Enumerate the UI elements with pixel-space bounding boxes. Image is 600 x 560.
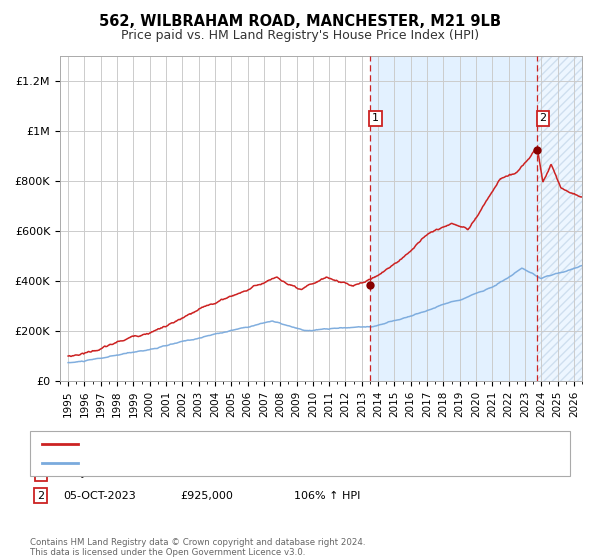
Text: 89% ↑ HPI: 89% ↑ HPI: [294, 468, 353, 478]
Text: £385,000: £385,000: [180, 468, 233, 478]
Text: 1: 1: [372, 114, 379, 123]
Text: 1: 1: [37, 468, 44, 478]
Text: £925,000: £925,000: [180, 491, 233, 501]
Text: 05-OCT-2023: 05-OCT-2023: [63, 491, 136, 501]
Text: 2: 2: [37, 491, 44, 501]
Text: 562, WILBRAHAM ROAD, MANCHESTER, M21 9LB: 562, WILBRAHAM ROAD, MANCHESTER, M21 9LB: [99, 14, 501, 29]
Text: Price paid vs. HM Land Registry's House Price Index (HPI): Price paid vs. HM Land Registry's House …: [121, 29, 479, 42]
Text: 562, WILBRAHAM ROAD, MANCHESTER, M21 9LB (detached house): 562, WILBRAHAM ROAD, MANCHESTER, M21 9LB…: [84, 439, 451, 449]
Bar: [370, 56, 537, 381]
Text: 2: 2: [539, 114, 547, 123]
Bar: [537, 56, 582, 381]
Text: Contains HM Land Registry data © Crown copyright and database right 2024.
This d: Contains HM Land Registry data © Crown c…: [30, 538, 365, 557]
Text: HPI: Average price, detached house, Manchester: HPI: Average price, detached house, Manc…: [84, 458, 350, 468]
Text: 28-JUN-2013: 28-JUN-2013: [63, 468, 134, 478]
Text: 106% ↑ HPI: 106% ↑ HPI: [294, 491, 361, 501]
